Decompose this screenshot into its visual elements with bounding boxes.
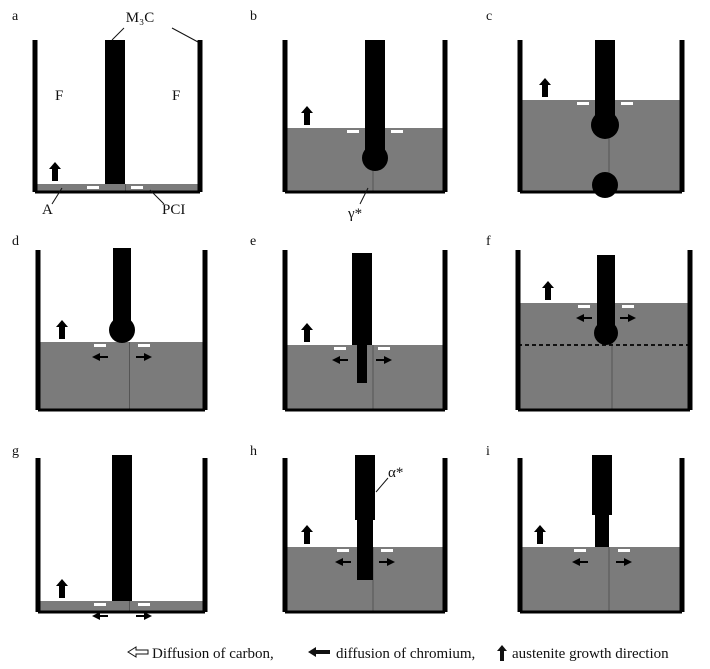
leader	[376, 478, 388, 492]
ferrite-label: F	[172, 88, 180, 104]
carbide-particle	[594, 321, 618, 345]
carbide	[592, 455, 612, 515]
carbide-particle	[109, 317, 135, 343]
interface-mark	[131, 186, 143, 189]
interface-mark	[334, 347, 346, 350]
legend-text: austenite growth direction	[512, 646, 669, 662]
panel-label: i	[486, 444, 490, 459]
interface-mark	[138, 344, 150, 347]
growth-arrow	[56, 579, 68, 598]
growth-arrow	[301, 323, 313, 342]
carbide-stub	[357, 520, 373, 580]
growth-arrow	[56, 320, 68, 339]
legend: Diffusion of carbon, diffusion of chromi…	[128, 645, 669, 662]
carbide-particle	[362, 145, 388, 171]
interface-mark	[622, 305, 634, 308]
carbide-stub	[595, 515, 609, 547]
interface-mark	[381, 549, 393, 552]
legend-text: diffusion of chromium,	[336, 646, 475, 662]
panel-label: f	[486, 234, 491, 249]
interface-mark	[621, 102, 633, 105]
interface-mark	[618, 549, 630, 552]
interface-mark	[94, 344, 106, 347]
austenite-label: A	[42, 202, 53, 218]
interface-mark	[337, 549, 349, 552]
pci-label: PCI	[162, 202, 185, 218]
growth-symbol	[497, 645, 507, 661]
interface-mark	[347, 130, 359, 133]
austenite-region	[38, 601, 205, 612]
austenite-region	[520, 547, 682, 612]
interface-mark	[94, 603, 106, 606]
panels: a b c d e f g h i	[12, 9, 690, 620]
austenite-region	[38, 342, 205, 410]
growth-arrow	[49, 162, 61, 181]
carbide-particle	[592, 172, 618, 198]
growth-arrow	[301, 525, 313, 544]
carbide	[597, 255, 615, 330]
interface-mark	[577, 102, 589, 105]
carbide	[105, 40, 125, 184]
panel-label: h	[250, 444, 257, 459]
carbon-symbol	[128, 647, 148, 657]
legend-text: Diffusion of carbon,	[152, 646, 274, 662]
interface-mark	[578, 305, 590, 308]
m3c-label: M₃C	[126, 10, 155, 26]
ferrite-label: F	[55, 88, 63, 104]
interface-mark	[138, 603, 150, 606]
growth-arrow	[539, 78, 551, 97]
figure: a b c d e f g h i M₃C F F A PCI γ* α* Diffusion …	[0, 0, 710, 669]
carbide	[112, 455, 132, 601]
panel-label: d	[12, 234, 19, 249]
carbide-particle	[591, 111, 619, 139]
gamma-label: γ*	[347, 206, 362, 222]
carbide	[355, 455, 375, 520]
growth-arrow	[542, 281, 554, 300]
leader	[172, 28, 198, 42]
carbide	[365, 40, 385, 150]
panel-label: e	[250, 234, 256, 249]
interface-mark	[574, 549, 586, 552]
panel-label: c	[486, 9, 492, 24]
interface-mark	[378, 347, 390, 350]
leader	[112, 28, 124, 40]
growth-arrow	[534, 525, 546, 544]
panel-label: g	[12, 444, 19, 459]
growth-arrow	[301, 106, 313, 125]
panel-label: b	[250, 9, 257, 24]
alpha-label: α*	[388, 465, 403, 481]
chromium-symbol	[308, 647, 330, 657]
carbide	[352, 253, 372, 345]
interface-mark	[87, 186, 99, 189]
carbide-stub	[357, 345, 367, 383]
panel-label: a	[12, 9, 19, 24]
interface-mark	[391, 130, 403, 133]
